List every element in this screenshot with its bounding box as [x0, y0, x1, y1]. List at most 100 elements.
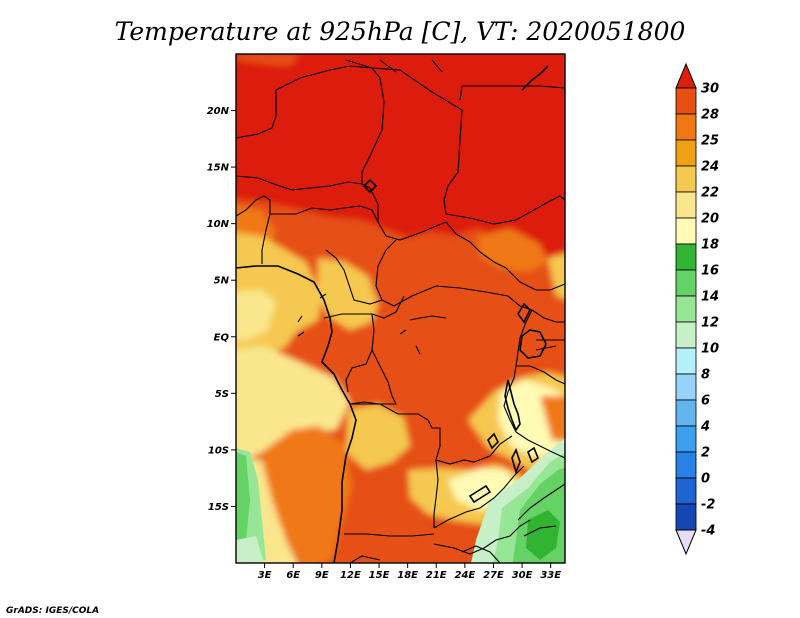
lake-malawi [511, 447, 521, 475]
border-angola-drc [350, 403, 513, 465]
coastline [236, 265, 357, 563]
border-zimbabwe-south [461, 545, 501, 563]
border-chad-south [369, 187, 481, 253]
lake-mweru [487, 432, 499, 450]
colorbar-bin [675, 503, 697, 531]
border-namibia-south [349, 519, 531, 563]
x-tick-label: 18E [397, 570, 418, 581]
border-drc-east [503, 309, 533, 433]
border-north-4 [379, 59, 565, 101]
colorbar-label: -2 [701, 498, 715, 513]
lake-bangweulu [527, 446, 539, 464]
y-axis: 20N 15N 10N 5N EQ 5S 10S 15S [207, 106, 236, 513]
colorbar-label: 14 [701, 290, 719, 305]
field-zone-sudan-east [478, 228, 548, 272]
river-congo [297, 293, 447, 355]
y-tick-label: 10S [208, 445, 229, 456]
field-zone-sahara [236, 54, 565, 270]
map-frame [235, 53, 566, 564]
field-zone-southeast-cool [526, 510, 560, 560]
border-north-2 [236, 175, 363, 191]
field-zone-gabon-coast [236, 290, 276, 340]
colorbar-label: -4 [701, 524, 715, 539]
colorbar-bin [675, 217, 697, 245]
x-tick-label: 3E [258, 570, 272, 581]
chart-title: Temperature at 925hPa [C], VT: 202005180… [115, 17, 686, 46]
colorbar-bin [675, 321, 697, 349]
y-tick-label: 15N [207, 163, 230, 174]
colorbar-bin [675, 165, 697, 193]
border-south-sudan [479, 251, 565, 291]
colorbar-label: 6 [701, 394, 710, 409]
y-tick-label: 15S [208, 502, 229, 513]
x-tick-label: 6E [286, 570, 300, 581]
field-zone-north-edge [236, 54, 300, 66]
border-westafrica-1 [236, 195, 271, 264]
colorbar-bin [675, 243, 697, 271]
x-tick-label: 33E [540, 570, 561, 581]
y-tick-label: EQ [214, 332, 230, 343]
colorbar-label: 12 [701, 316, 719, 331]
colorbar-bin [675, 399, 697, 427]
colorbar-label: 24 [701, 160, 719, 175]
colorbar-bin [675, 477, 697, 505]
y-tick-label: 5S [215, 389, 229, 400]
border-westafrica-2 [270, 205, 379, 223]
x-axis: 3E 6E 9E 12E 15E 18E 21E 24E 27E 30E 33E [258, 563, 561, 581]
field-zone-southwest-mild [236, 536, 264, 563]
colorbar-label: 0 [701, 472, 710, 487]
border-congo-drc [349, 295, 405, 405]
border-zambia-zim [433, 465, 525, 529]
border-car-south [381, 285, 533, 311]
colorbar-bin [675, 425, 697, 453]
lake-victoria [519, 329, 547, 359]
colorbar-bin [675, 373, 697, 401]
colorbar-under-arrow [675, 529, 697, 556]
colorbar-bin [675, 87, 697, 115]
colorbar-label: 8 [701, 368, 710, 383]
x-tick-label: 21E [426, 570, 447, 581]
temperature-field [236, 54, 565, 563]
border-nigeria-cameroon [325, 239, 397, 305]
lake-tanganyika [504, 379, 521, 432]
y-tick-label: 20N [207, 106, 230, 117]
colorbar-bin [675, 451, 697, 479]
border-north-3 [345, 59, 463, 215]
colorbar-label: 2 [701, 446, 710, 461]
colorbar-bin [675, 269, 697, 297]
border-uganda-kenya [531, 309, 565, 351]
x-tick-label: 30E [512, 570, 533, 581]
colorbar-label: 28 [701, 108, 719, 123]
colorbar-bin [675, 113, 697, 141]
field-zone-namibia-cold [236, 452, 250, 545]
credit-label: GrADS: IGES/COLA [6, 606, 99, 616]
border-mozambique [517, 483, 565, 537]
x-tick-label: 15E [369, 570, 390, 581]
lake-chad [362, 178, 378, 194]
field-zone-tanzania-coast [540, 396, 565, 442]
colorbar-label: 10 [701, 342, 719, 357]
y-tick-label: 5N [214, 276, 230, 287]
colorbar-label: 25 [701, 134, 719, 149]
field-zone-ethiopia [548, 253, 565, 299]
y-tick-label: 10N [207, 219, 230, 230]
colorbar-label: 20 [701, 212, 719, 227]
red-sea-coast [521, 65, 549, 91]
x-tick-label: 24E [454, 570, 475, 581]
x-tick-label: 12E [340, 570, 361, 581]
border-north-1 [236, 65, 385, 189]
lake-albert [517, 302, 531, 324]
colorbar-label: 16 [701, 264, 719, 279]
colorbar-bin [675, 347, 697, 375]
x-tick-label: 27E [483, 570, 504, 581]
colorbar-label: 18 [701, 238, 719, 253]
border-angola-namibia [344, 533, 435, 537]
field-zone-cameroon-highlands [318, 258, 378, 330]
colorbar-label: 22 [701, 186, 719, 201]
colorbar-label: 4 [700, 420, 710, 435]
border-sudan [445, 195, 565, 225]
field-green-southeast [236, 438, 565, 563]
colorbar-label: 30 [701, 82, 719, 97]
